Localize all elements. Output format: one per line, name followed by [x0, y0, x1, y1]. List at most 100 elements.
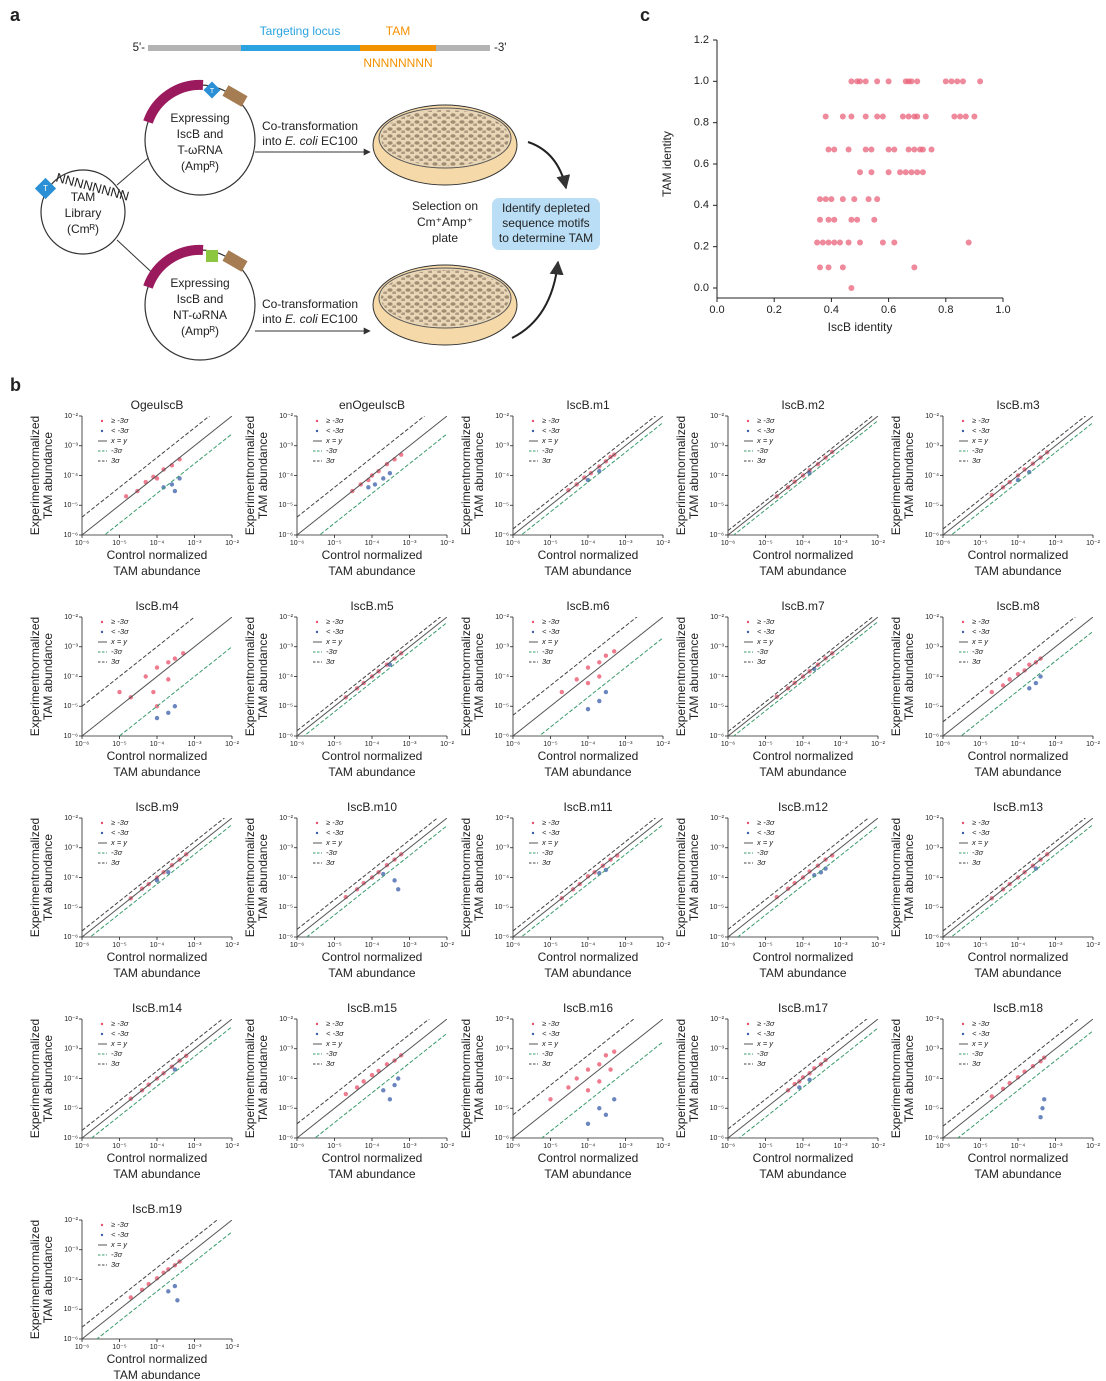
- y-tick-label: 10⁻³: [64, 644, 78, 651]
- x-tick-label: 10⁻²: [225, 741, 239, 748]
- legend-symbol: [101, 832, 103, 834]
- y-tick-label: 0.6: [694, 158, 709, 170]
- x-tick-label: 10⁻³: [188, 540, 202, 547]
- point: [846, 240, 852, 246]
- y-tick-label: 10⁻³: [710, 443, 724, 450]
- legend-label: < -3σ: [757, 426, 775, 435]
- x-tick-label: 10⁻⁴: [1011, 1143, 1026, 1150]
- x-axis-label: Control normalized: [107, 1352, 208, 1366]
- point: [560, 690, 564, 694]
- y-tick-label: 10⁻⁴: [710, 673, 725, 680]
- x-tick-label: 10⁻⁶: [721, 1143, 735, 1150]
- y-axis-label: Experimentnormalized: [889, 617, 903, 736]
- point: [866, 196, 872, 202]
- x-tick-label: 10⁻⁶: [506, 942, 520, 949]
- x-axis-label: Control normalized: [753, 950, 854, 964]
- point: [826, 240, 832, 246]
- y-tick-label: 10⁻⁴: [495, 673, 510, 680]
- x-tick-label: 10⁻³: [834, 741, 848, 748]
- y-axis-label: TAM abundance: [902, 834, 916, 921]
- x-tick-label: 10⁻⁶: [290, 741, 304, 748]
- y-tick-label: 10⁻⁵: [710, 1105, 724, 1112]
- legend-label: -3σ: [542, 848, 554, 857]
- x-axis-label: TAM abundance: [974, 564, 1061, 578]
- x-tick-label: 10⁻⁴: [365, 942, 380, 949]
- y-tick-label: 10⁻⁴: [64, 1276, 79, 1283]
- y-tick-label: 10⁻⁶: [925, 934, 939, 941]
- y-axis-label: TAM abundance: [256, 633, 270, 720]
- point: [851, 196, 857, 202]
- point: [831, 147, 837, 153]
- point: [868, 147, 874, 153]
- text-part: E. coli: [285, 134, 318, 148]
- legend-symbol: [532, 420, 534, 422]
- x-tick-label: 10⁻⁴: [365, 1143, 380, 1150]
- legend-label: -3σ: [972, 647, 984, 656]
- legend-symbol: [532, 430, 534, 432]
- y-tick-label: 10⁻⁵: [64, 904, 78, 911]
- arrow: [528, 142, 566, 188]
- y-axis-label: TAM abundance: [902, 633, 916, 720]
- x-axis-label: Control normalized: [753, 548, 854, 562]
- point: [566, 1085, 570, 1089]
- legend-label: x = y: [541, 838, 559, 847]
- y-tick-label: 10⁻²: [279, 614, 293, 621]
- point: [971, 113, 977, 119]
- panel-title: IscB.m3: [996, 398, 1040, 412]
- identity-line: [513, 416, 663, 535]
- x-tick-label: 10⁻²: [871, 942, 885, 949]
- y-tick-label: 10⁻⁵: [495, 703, 509, 710]
- y-tick-label: 10⁻³: [279, 443, 293, 450]
- legend-label: 3σ: [542, 456, 551, 465]
- y-tick-label: 10⁻⁶: [925, 1135, 939, 1142]
- point: [908, 169, 914, 175]
- x-tick-label: 10⁻³: [403, 741, 417, 748]
- legend-label: < -3σ: [111, 627, 129, 636]
- x-axis-label: Control normalized: [538, 950, 639, 964]
- legend-label: x = y: [110, 838, 128, 847]
- point: [1038, 1115, 1042, 1119]
- x-axis-label: Control normalized: [107, 950, 208, 964]
- plus3-line: [943, 812, 1093, 931]
- point: [1042, 1097, 1046, 1101]
- point: [966, 240, 972, 246]
- library-text: Library: [65, 206, 102, 220]
- legend-symbol: [747, 621, 749, 623]
- x-tick-label: 10⁻⁴: [1011, 540, 1026, 547]
- legend-label: -3σ: [542, 1049, 554, 1058]
- legend-label: < -3σ: [111, 1029, 129, 1038]
- point: [903, 169, 909, 175]
- y-tick-label: 10⁻⁴: [64, 1075, 79, 1082]
- point: [155, 716, 159, 720]
- point: [840, 196, 846, 202]
- y-tick-label: 0.0: [694, 282, 709, 294]
- y-tick-label: 10⁻²: [925, 413, 939, 420]
- x-tick-label: 10⁻⁴: [150, 1143, 165, 1150]
- point: [575, 1076, 579, 1080]
- identity-line: [297, 416, 447, 535]
- legend-label: 3σ: [326, 1059, 335, 1068]
- point: [1038, 674, 1042, 678]
- plus3-line: [513, 812, 663, 931]
- legend-label: < -3σ: [326, 627, 344, 636]
- petri-dish: [373, 105, 517, 185]
- y-tick-label: 10⁻⁶: [64, 532, 78, 539]
- point: [963, 113, 969, 119]
- y-tick-label: 10⁻⁶: [925, 733, 939, 740]
- x-tick-label: 10⁻²: [440, 942, 454, 949]
- panel-label: c: [640, 5, 650, 25]
- x-tick-label: 10⁻²: [656, 540, 670, 547]
- point: [826, 217, 832, 223]
- x-tick-label: 10⁻⁵: [112, 1143, 126, 1150]
- legend-label: x = y: [110, 436, 128, 445]
- x-tick-label: 10⁻⁴: [581, 1143, 596, 1150]
- y-tick-label: 10⁻⁴: [710, 1075, 725, 1082]
- legend-label: 3σ: [757, 657, 766, 666]
- point: [814, 240, 820, 246]
- legend-label: 3σ: [972, 858, 981, 867]
- legend-label: x = y: [756, 838, 774, 847]
- x-tick-label: 10⁻²: [871, 741, 885, 748]
- y-tick-label: 10⁻⁴: [279, 472, 294, 479]
- point: [597, 1079, 601, 1083]
- legend-label: ≥ -3σ: [757, 617, 775, 626]
